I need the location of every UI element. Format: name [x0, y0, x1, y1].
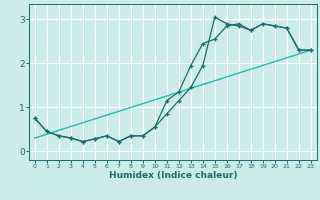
- X-axis label: Humidex (Indice chaleur): Humidex (Indice chaleur): [108, 171, 237, 180]
